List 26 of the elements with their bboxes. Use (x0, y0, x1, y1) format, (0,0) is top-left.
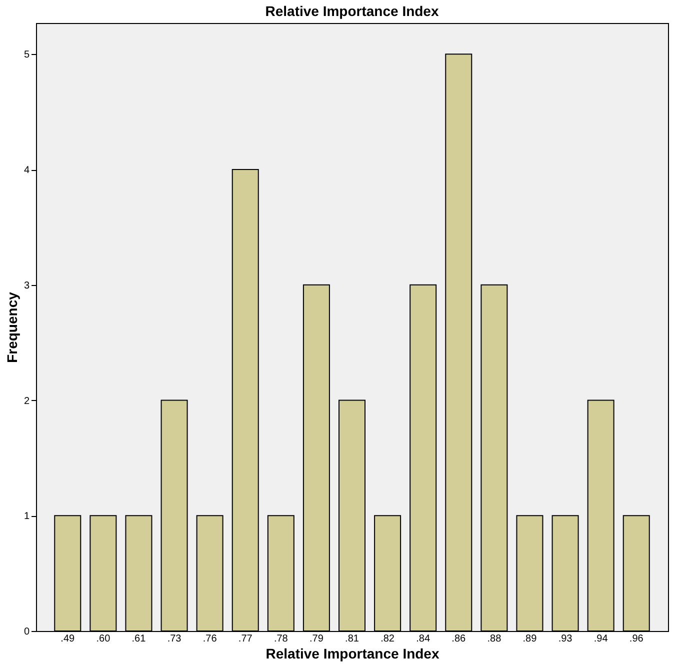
y-tick-label: 0 (24, 626, 30, 638)
x-tick-label: .77 (238, 634, 253, 644)
y-tick-label: 2 (24, 396, 30, 407)
x-tick-label: .61 (132, 634, 146, 644)
chart-title: Relative Importance Index (265, 3, 439, 19)
x-tick-label: .81 (345, 634, 360, 644)
x-tick-label: .60 (96, 634, 111, 644)
x-tick-label: .96 (629, 634, 644, 644)
x-tick-label: .73 (167, 634, 182, 644)
x-tick-label: .88 (487, 634, 502, 644)
y-tick-label: 1 (24, 511, 30, 522)
y-tick-label: 3 (24, 280, 30, 292)
x-tick-label: .79 (310, 634, 324, 644)
x-tick-label: .76 (202, 634, 218, 644)
y-tick-label: 4 (24, 165, 30, 176)
x-tick-label: .86 (452, 634, 466, 644)
x-axis-title: Relative Importance Index (266, 646, 440, 662)
x-tick-label: .94 (594, 634, 608, 644)
x-tick-label: .49 (60, 634, 76, 644)
y-axis-title: Frequency (4, 292, 20, 363)
x-tick-label: .84 (416, 634, 430, 644)
x-tick-label: .78 (274, 634, 288, 644)
x-tick-label: .89 (522, 634, 538, 644)
x-tick-label: .93 (558, 634, 573, 644)
y-tick-label: 5 (24, 50, 30, 61)
x-tick-label: .82 (380, 634, 395, 644)
